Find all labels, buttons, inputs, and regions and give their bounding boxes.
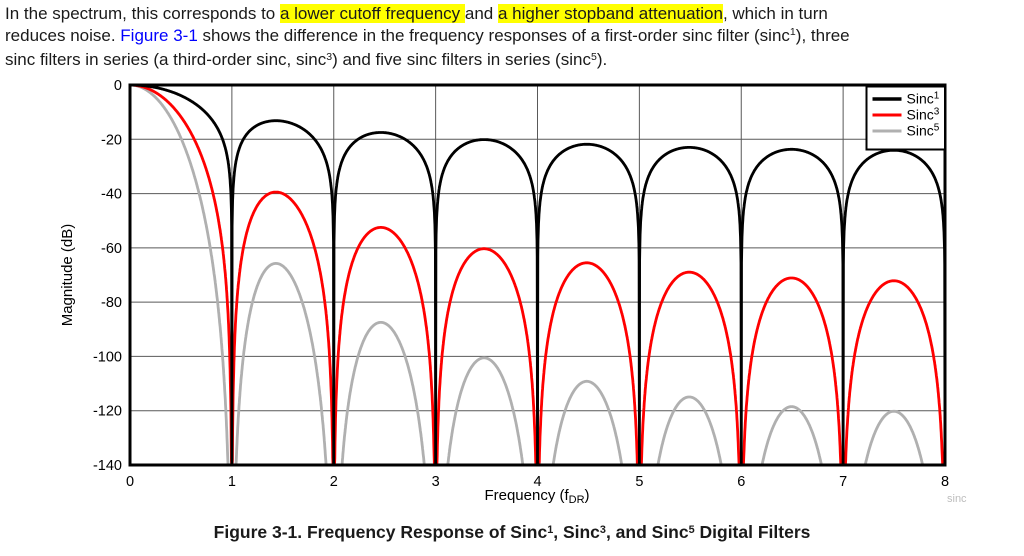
x-axis-label: Frequency (fDR) bbox=[484, 487, 589, 506]
paragraph-line: reduces noise. Figure 3-1 shows the diff… bbox=[5, 25, 1021, 50]
x-tick-label: 4 bbox=[533, 474, 541, 490]
x-tick-label: 5 bbox=[635, 474, 643, 490]
paragraph-line: sinc filters in series (a third-order si… bbox=[5, 49, 1021, 74]
y-axis-label: Magnitude (dB) bbox=[59, 224, 76, 327]
figure-caption: Figure 3-1. Frequency Response of Sinc1,… bbox=[0, 522, 1024, 543]
paragraph-line: In the spectrum, this corresponds to a l… bbox=[5, 3, 1021, 25]
superscript: 3 bbox=[599, 523, 606, 536]
plot-frame bbox=[128, 83, 947, 467]
legend-label: Sinc1 bbox=[907, 91, 940, 107]
text-run: shows the difference in the frequency re… bbox=[197, 25, 790, 45]
text-run: , Sinc bbox=[553, 522, 600, 542]
legend-label: Sinc5 bbox=[907, 123, 940, 139]
text-run: ). bbox=[596, 50, 608, 69]
legend-label: Sinc3 bbox=[907, 107, 940, 123]
superscript: 3 bbox=[326, 50, 333, 63]
x-tick-label: 1 bbox=[228, 474, 236, 490]
y-tick-label: 0 bbox=[114, 78, 122, 94]
y-tick-label: -20 bbox=[101, 132, 122, 148]
x-tick-label: 6 bbox=[737, 474, 745, 490]
label-layer: Magnitude (dB) Frequency (fDR) sinc 0 1 2 3… bbox=[59, 78, 967, 506]
text-run: , which in turn bbox=[722, 4, 828, 23]
text-run: Digital Filters bbox=[694, 522, 811, 542]
y-tick-label: -40 bbox=[101, 187, 122, 203]
y-tick-label: -120 bbox=[93, 404, 122, 420]
highlighted-text: a lower cutoff frequency bbox=[279, 4, 465, 23]
figure-link[interactable]: Figure 3-1 bbox=[120, 25, 198, 45]
text-run: reduces noise. bbox=[5, 25, 121, 45]
x-tick-label: 7 bbox=[839, 474, 847, 490]
text-run: , and Sinc bbox=[605, 522, 689, 542]
x-tick-label: 0 bbox=[126, 474, 134, 490]
y-tick-label: -100 bbox=[93, 349, 122, 365]
text-run: ), three bbox=[795, 25, 850, 45]
x-tick-label: 2 bbox=[330, 474, 338, 490]
x-tick-label: 3 bbox=[432, 474, 440, 490]
x-tick-label: 8 bbox=[941, 474, 949, 490]
y-tick-label: -60 bbox=[101, 241, 122, 257]
superscript: 5 bbox=[688, 523, 695, 536]
highlighted-text: a higher stopband attenuation bbox=[497, 4, 723, 23]
y-tick-label: -80 bbox=[101, 295, 122, 311]
frame-layer bbox=[128, 83, 947, 467]
text-run: ) and five sinc filters in series (sinc bbox=[332, 50, 591, 69]
superscript: 1 bbox=[789, 26, 796, 39]
watermark-label: sinc bbox=[947, 493, 967, 505]
text-run: Figure 3-1. Frequency Response of Sinc bbox=[213, 522, 548, 542]
legend-box bbox=[865, 85, 946, 151]
text-run: and bbox=[464, 4, 498, 23]
text-run: sinc filters in series (a third-order si… bbox=[5, 50, 327, 69]
body-paragraph: In the spectrum, this corresponds to a l… bbox=[5, 3, 1021, 74]
text-run: In the spectrum, this corresponds to bbox=[5, 4, 280, 23]
y-tick-label: -140 bbox=[93, 458, 122, 474]
superscript: 5 bbox=[590, 50, 597, 63]
superscript: 1 bbox=[547, 523, 554, 536]
